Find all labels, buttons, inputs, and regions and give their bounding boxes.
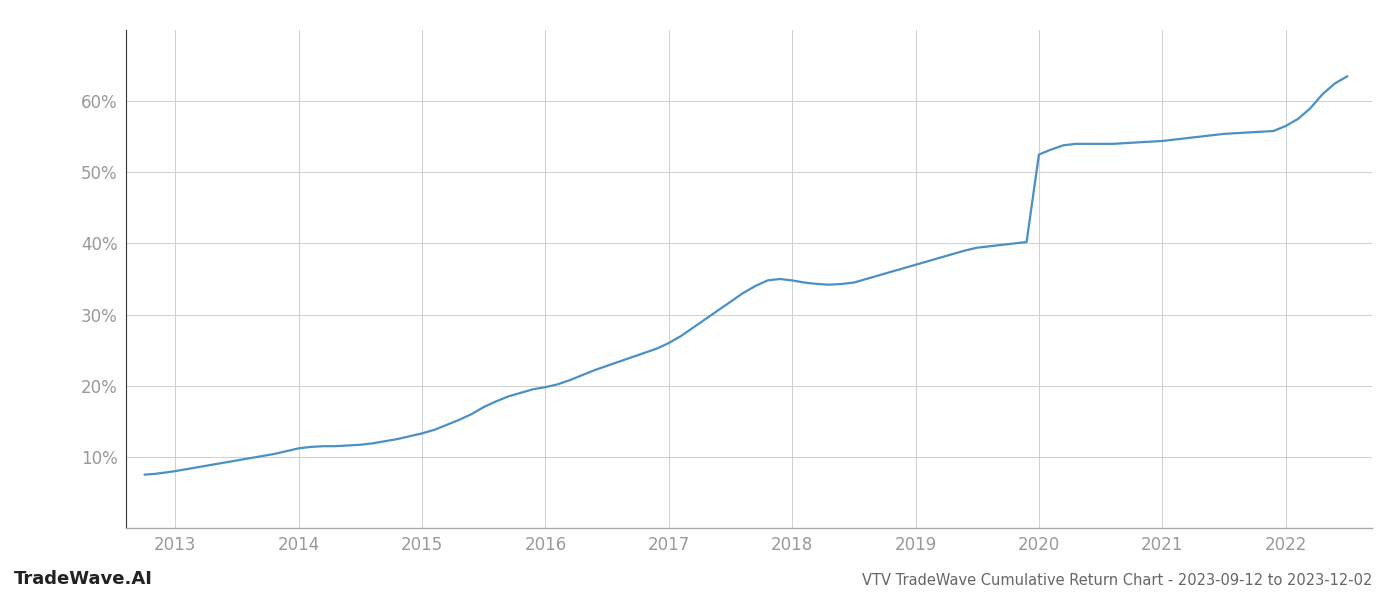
Text: VTV TradeWave Cumulative Return Chart - 2023-09-12 to 2023-12-02: VTV TradeWave Cumulative Return Chart - … (861, 573, 1372, 588)
Text: TradeWave.AI: TradeWave.AI (14, 570, 153, 588)
